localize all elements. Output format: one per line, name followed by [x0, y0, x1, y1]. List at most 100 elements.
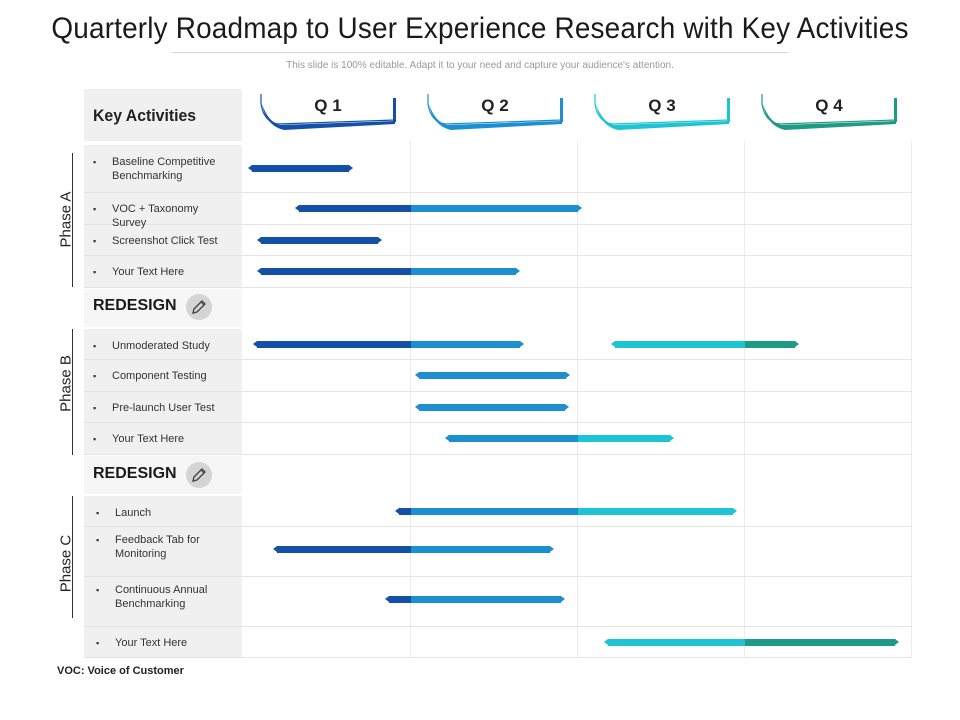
quarter-header-1: Q 1	[258, 92, 398, 136]
activity-label: Launch	[115, 507, 152, 519]
activity-bar-segment	[419, 403, 565, 411]
row-divider	[84, 287, 912, 288]
activity-row-bg	[84, 360, 242, 391]
row-divider	[84, 657, 912, 658]
quarter-label: Q 1	[314, 96, 342, 115]
activity-bar-segment	[578, 507, 734, 515]
title-divider	[172, 52, 788, 53]
activity-label: VOC + Taxonomy Survey	[112, 203, 199, 229]
bullet-icon: ▪	[93, 371, 97, 381]
row-divider	[84, 391, 912, 392]
activity-bar-segment	[411, 340, 520, 348]
bar-arrow-tip	[564, 403, 569, 410]
bullet-icon: ▪	[93, 267, 97, 277]
phase-bracket-line	[72, 496, 73, 618]
quarter-header-2: Q 2	[425, 92, 565, 136]
activity-bar-segment	[260, 236, 378, 244]
bar-arrow-tip	[549, 546, 554, 552]
bar-arrow-tip	[561, 596, 566, 602]
activity-bar-segment	[608, 638, 745, 646]
activity-bar-segment	[389, 596, 411, 603]
bar-arrow-tip	[566, 372, 571, 378]
activity-row-bg	[84, 496, 242, 526]
quarter-header-3: Q 3	[592, 92, 732, 136]
phase-label: Phase A	[57, 191, 75, 248]
activity-row-bg	[84, 193, 242, 224]
row-divider	[84, 526, 912, 527]
quarter-label: Q 3	[648, 96, 676, 115]
activity-row-bg	[84, 145, 242, 192]
row-divider	[84, 224, 912, 225]
bar-arrow-tail	[610, 340, 615, 347]
row-divider	[84, 422, 912, 423]
bar-arrow-tail	[415, 372, 420, 378]
activity-bar-segment	[449, 435, 578, 442]
quarter-column-line	[744, 141, 745, 657]
key-activities-label: Key Activities	[93, 106, 197, 125]
bullet-icon: ▪	[96, 508, 100, 518]
bar-arrow-tail	[256, 268, 261, 274]
row-divider	[84, 626, 912, 627]
pencil-icon[interactable]	[186, 462, 212, 488]
redesign-label-2: REDESIGN	[93, 465, 177, 482]
activity-bar-segment	[277, 546, 411, 553]
bar-arrow-tip	[578, 205, 582, 211]
page-title: Quarterly Roadmap to User Experience Res…	[51, 12, 909, 45]
bar-arrow-tail	[248, 164, 253, 171]
key-activities-header: Key Activities	[84, 89, 242, 141]
activity-row-bg	[84, 627, 242, 657]
activity-label: Continuous Annual Benchmarking	[115, 584, 208, 610]
quarter-header-4: Q 4	[759, 92, 899, 136]
bar-arrow-tail	[253, 340, 258, 347]
bar-arrow-tail	[445, 435, 450, 441]
activity-row-bg	[84, 329, 242, 359]
phase-label: Phase B	[57, 355, 75, 412]
activity-bar-segment	[411, 507, 578, 515]
page-subtitle: This slide is 100% editable. Adapt it to…	[286, 60, 674, 71]
activity-label: Baseline Competitive Benchmarking	[112, 156, 216, 182]
bullet-icon: ▪	[93, 157, 97, 167]
activity-bar-segment	[411, 596, 562, 603]
quarter-column-line	[911, 141, 912, 657]
redesign-row-bg	[84, 289, 242, 327]
bullet-icon: ▪	[93, 341, 97, 351]
bar-arrow-tip	[733, 507, 738, 514]
bullet-icon: ▪	[93, 403, 97, 413]
bar-arrow-tip	[669, 435, 674, 441]
activity-label: Component Testing	[112, 370, 207, 382]
quarter-label: Q 4	[815, 96, 843, 115]
activity-label: Feedback Tab for Monitoring	[115, 534, 200, 560]
activity-label: Your Text Here	[112, 266, 185, 278]
bar-arrow-tail	[604, 638, 609, 645]
bar-arrow-tip	[895, 638, 900, 645]
activity-bar-segment	[411, 546, 550, 553]
activity-bar-segment	[399, 507, 411, 515]
bar-arrow-tip	[516, 268, 521, 274]
bar-arrow-tip	[377, 236, 382, 243]
bullet-icon: ▪	[93, 204, 97, 214]
row-divider	[84, 454, 912, 455]
pencil-icon[interactable]	[186, 294, 212, 320]
activity-label: Your Text Here	[115, 637, 188, 649]
bullet-icon: ▪	[96, 585, 100, 595]
quarter-column-line	[410, 141, 411, 657]
activity-bar-segment	[745, 638, 896, 646]
activity-bar-segment	[614, 340, 745, 348]
activity-row-bg	[84, 423, 242, 454]
activity-row-bg	[84, 225, 242, 255]
phase-bracket-line	[72, 329, 73, 455]
phase-label: Phase C	[57, 534, 75, 593]
activity-row-bg	[84, 392, 242, 422]
row-divider	[84, 576, 912, 577]
quarter-label: Q 2	[481, 96, 509, 115]
activity-row-bg	[84, 527, 242, 576]
row-divider	[84, 192, 912, 193]
redesign-label-1: REDESIGN	[93, 297, 177, 314]
activity-bar-segment	[578, 435, 670, 442]
quarter-column-line	[577, 141, 578, 657]
phase-bracket-line	[72, 153, 73, 287]
bar-arrow-tail	[395, 507, 400, 514]
footnote: VOC: Voice of Customer	[57, 665, 184, 677]
row-divider	[84, 359, 912, 360]
bullet-icon: ▪	[93, 434, 97, 444]
